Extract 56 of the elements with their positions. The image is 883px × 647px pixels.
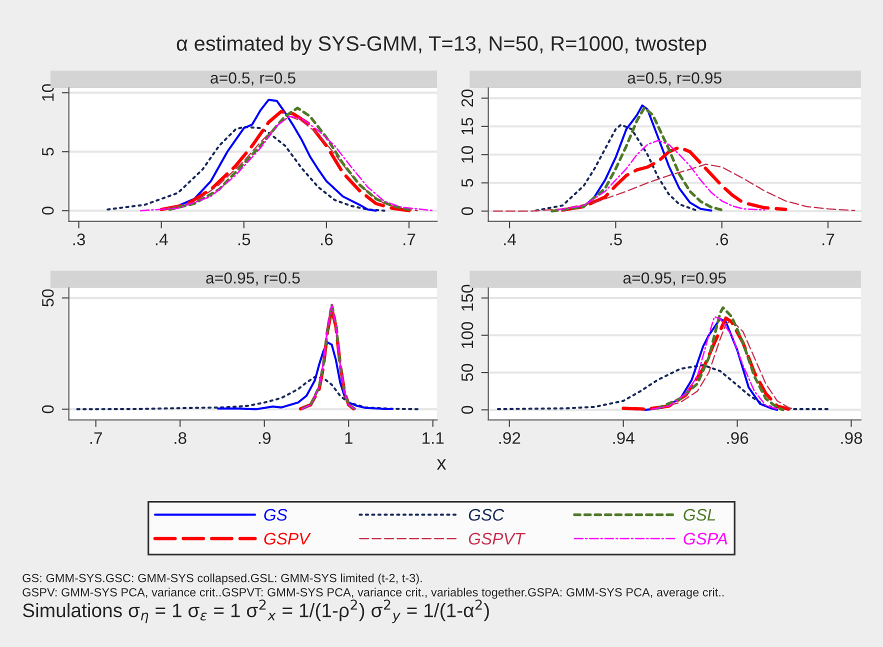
y-tick-label: 5 bbox=[462, 178, 474, 187]
x-tick-label: .8 bbox=[174, 432, 186, 444]
y-tick-label: 15 bbox=[462, 118, 474, 134]
line-series bbox=[492, 164, 856, 212]
text: GSPV bbox=[264, 532, 311, 545]
chart-title: a=0.95, r=0.95 bbox=[623, 272, 726, 286]
text: GSPV: GMM-SYS PCA, variance crit..GSPVT: GMM-SYS PCA, variance crit., variables together.GSPA: GMM-SYS PCA, average crit.. bbox=[22, 588, 724, 599]
line-series bbox=[560, 146, 788, 212]
x-tick-label: .98 bbox=[841, 432, 862, 444]
y-tick-label: 50 bbox=[42, 289, 54, 307]
line-series bbox=[216, 341, 394, 410]
y-tick-label: 0 bbox=[461, 406, 474, 414]
text: GS: GMM-SYS.GSC: GMM-SYS collapsed.GSL: GMM-SYS limited (t-2, t-3). bbox=[22, 574, 422, 585]
chart-title: a=0.5, r=0.5 bbox=[210, 72, 296, 86]
line-series bbox=[496, 364, 830, 410]
line-series bbox=[535, 124, 696, 212]
y-tick-label: 10 bbox=[461, 146, 474, 163]
line-series bbox=[556, 140, 766, 211]
x-tick-label: 1 bbox=[345, 432, 352, 444]
x-tick-label: .4 bbox=[504, 234, 516, 246]
line-series bbox=[76, 376, 420, 410]
line-series bbox=[656, 306, 784, 412]
text: GSPVT bbox=[468, 532, 526, 545]
x-tick-label: .96 bbox=[727, 432, 748, 444]
x-tick-label: .4 bbox=[156, 234, 168, 246]
x-tick-label: .6 bbox=[321, 234, 333, 246]
chart-title: a=0.5, r=0.95 bbox=[628, 72, 722, 86]
x-tick-label: .7 bbox=[404, 234, 416, 246]
x-tick-label: .3 bbox=[73, 234, 85, 246]
y-tick-label: 50 bbox=[461, 364, 474, 382]
x-tick-label: .94 bbox=[613, 432, 634, 444]
text: GS bbox=[264, 508, 288, 521]
y-tick-label: 0 bbox=[461, 207, 474, 216]
x-tick-label: .5 bbox=[610, 234, 622, 246]
x-tick-label: .9 bbox=[258, 432, 271, 444]
text: GSL bbox=[684, 508, 716, 521]
x-tick-label: .6 bbox=[716, 234, 728, 246]
x-tick-label: .7 bbox=[822, 234, 834, 246]
y-tick-label: 5 bbox=[42, 148, 54, 156]
line-series bbox=[651, 316, 778, 410]
y-tick-label: 150 bbox=[461, 284, 474, 311]
text: GSPA bbox=[684, 532, 728, 545]
text: α estimated by SYS-GMM, T=13, N=50, R=1000, twostep bbox=[176, 36, 706, 55]
y-tick-label: 0 bbox=[42, 405, 54, 414]
chart-title: a=0.95, r=0.5 bbox=[206, 272, 300, 286]
line-series bbox=[106, 126, 386, 212]
x-tick-label: .5 bbox=[238, 234, 250, 246]
x-axis-title: x bbox=[436, 459, 446, 470]
y-tick-label: 0 bbox=[42, 206, 54, 215]
y-tick-label: 20 bbox=[461, 90, 474, 107]
x-tick-label: .7 bbox=[90, 432, 102, 444]
y-tick-label: 100 bbox=[461, 322, 474, 348]
text: Simulations σ$_{η}$ = 1 σ$_{ε}$ = 1 σ$^{2}$$_{x}$ = 1/(1-ρ$^{2}$) σ$^{2}$$_{y}$ = 1/(1-α$^{2}$) bbox=[22, 600, 489, 624]
x-tick-label: .92 bbox=[499, 432, 520, 444]
x-tick-label: 1.1 bbox=[422, 432, 444, 444]
text: GSC bbox=[468, 508, 504, 521]
